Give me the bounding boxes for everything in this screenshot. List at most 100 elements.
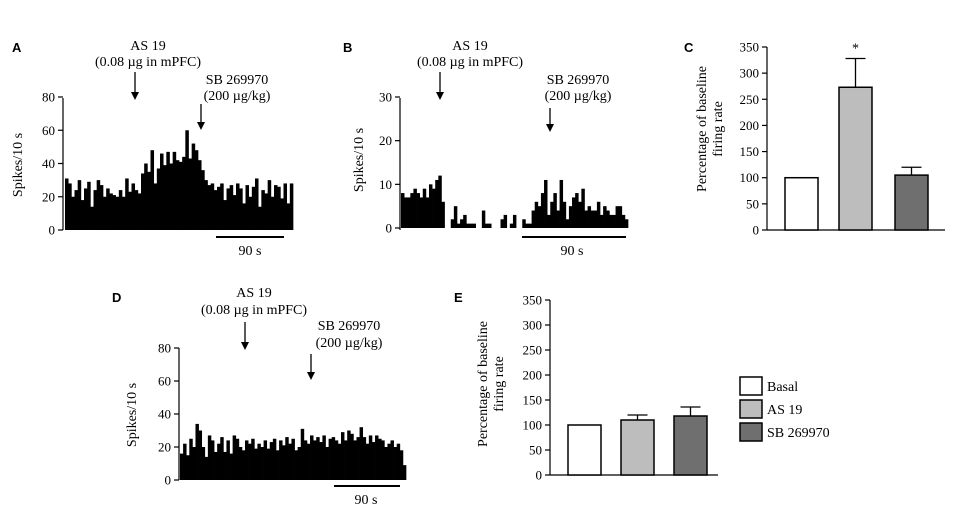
y-tick-label: 30 (379, 90, 392, 105)
histogram-bar (350, 433, 354, 480)
histogram-bar (272, 438, 277, 480)
histogram-bar (270, 196, 275, 230)
panel-e-y-ticks: 0 50 100 150 200 250 300 350 (523, 293, 550, 483)
histogram-bar (460, 219, 464, 228)
histogram-bar (503, 214, 508, 228)
histogram-bar (456, 223, 461, 228)
y-tick-label: 20 (379, 133, 392, 148)
histogram-bar (261, 190, 265, 230)
histogram-bar (257, 443, 261, 480)
histogram-bar (182, 156, 186, 230)
histogram-bar (593, 210, 598, 228)
panel-b-drug2-dose: (200 µg/kg) (545, 89, 612, 104)
y-tick-label: 60 (158, 374, 171, 389)
histogram-bar (550, 201, 554, 228)
histogram-bar (528, 223, 532, 228)
histogram-bar (93, 190, 98, 230)
panel-b-drug2-arrowhead (546, 124, 554, 132)
histogram-bar (362, 437, 367, 480)
y-tick-label: 0 (753, 223, 760, 238)
histogram-bar (618, 206, 623, 228)
panel-letter-a: A (12, 40, 22, 55)
histogram-bar (204, 456, 209, 480)
bar-basal (567, 424, 602, 476)
histogram-bar (283, 183, 288, 230)
legend-label-basal: Basal (767, 380, 798, 395)
histogram-bar (150, 150, 155, 230)
histogram-bar (399, 450, 404, 480)
histogram-bar (303, 440, 308, 480)
histogram-bar (562, 201, 567, 228)
y-tick-label: 40 (158, 407, 171, 422)
panel-b-drug1-dose: (0.08 µg in mPFC) (417, 55, 523, 70)
histogram-bar (74, 190, 79, 230)
y-tick-label: 300 (740, 66, 760, 81)
panel-b-scale-label: 90 s (561, 244, 584, 259)
histogram-bar (402, 465, 407, 480)
legend-swatch-as19 (739, 399, 763, 419)
histogram-bar (359, 427, 364, 480)
histogram-bar (71, 196, 75, 230)
histogram-bar (255, 178, 259, 230)
panel-a-bars (65, 130, 294, 231)
histogram-bar (99, 185, 104, 230)
panel-a-drug2-arrowhead (197, 122, 205, 130)
histogram-bar (344, 440, 348, 480)
histogram-bar (484, 223, 489, 228)
panel-b-ylabel: Spikes/10 s (352, 128, 367, 192)
histogram-bar (235, 438, 240, 480)
y-tick-label: 80 (42, 90, 55, 105)
panel-a-drug1-arrowhead (131, 92, 139, 100)
histogram-bar (226, 440, 230, 480)
histogram-bar (413, 188, 417, 228)
panel-a-drug1-label: AS 19 (130, 39, 165, 54)
histogram-bar (537, 206, 542, 228)
histogram-bar (131, 183, 136, 230)
histogram-bar (463, 214, 467, 228)
histogram-bar (207, 435, 212, 480)
histogram-bar (214, 451, 218, 480)
histogram-bar (544, 179, 548, 228)
legend-swatch-basal (739, 376, 763, 396)
panel-c-bar-chart: Percentage of baseline firing rate 0 50 10… (695, 40, 945, 238)
histogram-bar (575, 193, 579, 228)
y-tick-label: 250 (523, 343, 543, 358)
histogram-bar (198, 430, 203, 480)
histogram-bar (419, 197, 424, 228)
histogram-bar (103, 196, 107, 230)
histogram-bar (241, 450, 246, 480)
panel-d-y-ticks: 0 20 40 60 80 (158, 341, 179, 488)
histogram-bar (404, 197, 408, 228)
histogram-bar (156, 168, 161, 230)
histogram-bar (401, 193, 405, 228)
histogram-bar (258, 206, 262, 230)
histogram-bar (84, 188, 88, 230)
histogram-bar (590, 210, 595, 228)
histogram-bar (347, 430, 351, 480)
histogram-bar (425, 197, 430, 228)
legend: Basal AS 19 SB 269970 (739, 376, 830, 442)
panel-e-ylabel-line1: Percentage of baseline (476, 321, 491, 447)
histogram-bar (179, 161, 183, 230)
histogram-bar (267, 180, 272, 231)
histogram-bar (500, 219, 504, 228)
histogram-bar (432, 188, 436, 228)
histogram-bar (236, 183, 240, 230)
y-tick-label: 200 (740, 118, 760, 133)
histogram-bar (279, 440, 283, 480)
y-tick-label: 100 (740, 170, 760, 185)
y-tick-label: 200 (523, 368, 543, 383)
panel-d-ylabel: Spikes/10 s (125, 383, 140, 447)
histogram-bar (488, 223, 492, 228)
histogram-bar (248, 196, 253, 230)
histogram-bar (547, 214, 551, 228)
histogram-bar (365, 443, 370, 480)
histogram-bar (180, 453, 184, 480)
histogram-bar (263, 440, 268, 480)
histogram-bar (251, 186, 256, 231)
histogram-bar (229, 453, 233, 480)
panel-letter-e: E (454, 290, 463, 305)
histogram-bar (600, 214, 604, 228)
panel-b-drug2-label: SB 269970 (547, 73, 610, 88)
